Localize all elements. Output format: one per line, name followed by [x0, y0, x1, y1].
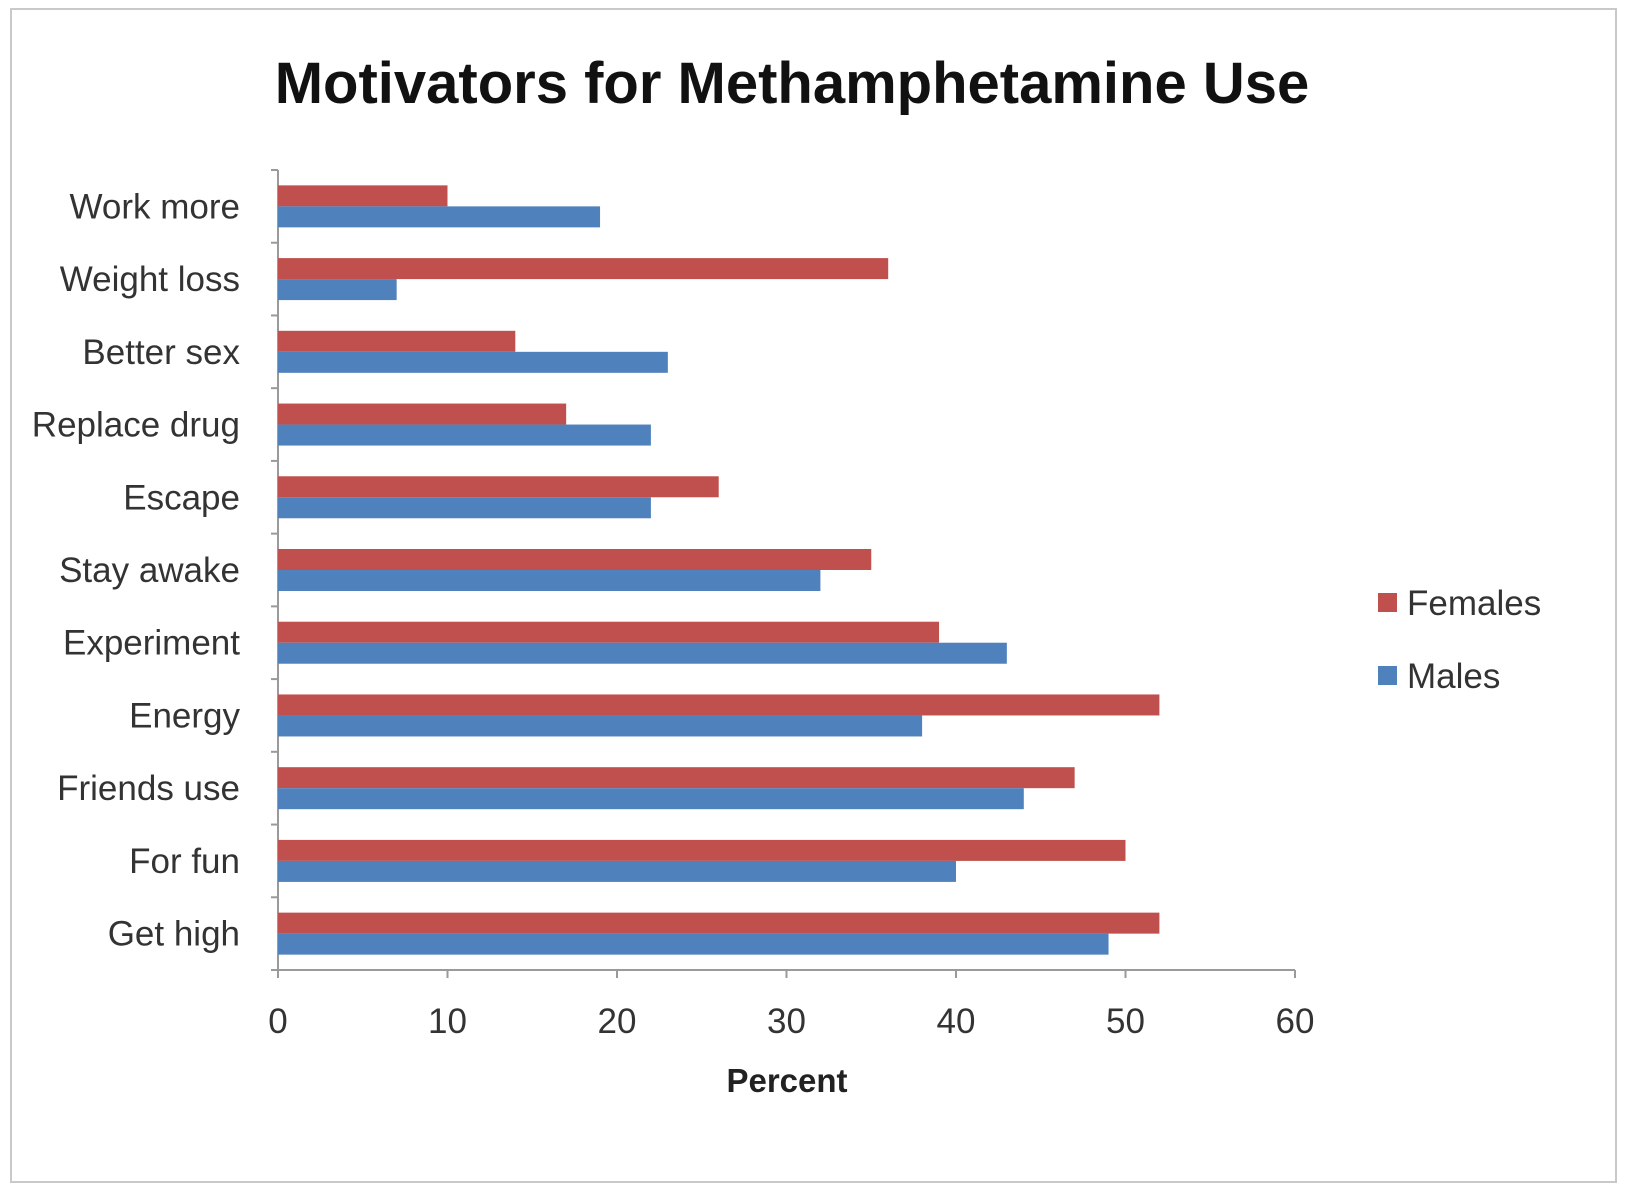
x-tick-label: 30 [767, 1002, 806, 1041]
chart-legend: Females Males [1378, 584, 1541, 696]
bar-males [278, 206, 601, 228]
category-label: Get high [108, 915, 240, 954]
legend-swatch-males [1378, 666, 1397, 685]
category-label: Friends use [57, 769, 240, 808]
category-label: For fun [129, 842, 240, 881]
legend-swatch-females [1378, 593, 1397, 612]
bar-group [278, 185, 1160, 955]
chart-title: Motivators for Methamphetamine Use [275, 51, 1310, 116]
bar-males [278, 497, 651, 519]
bar-males [278, 642, 1007, 664]
category-label: Better sex [82, 333, 240, 372]
bar-males [278, 424, 651, 446]
category-label: Experiment [63, 624, 240, 663]
bar-females [278, 185, 448, 207]
bar-males [278, 933, 1109, 955]
bar-females [278, 912, 1160, 934]
bar-females [278, 839, 1126, 861]
legend-label-females: Females [1407, 584, 1541, 623]
bar-males [278, 860, 956, 882]
category-label: Work more [70, 187, 241, 226]
bar-males [278, 570, 821, 591]
bar-females [278, 694, 1160, 716]
category-label: Energy [129, 696, 240, 735]
x-tick-label: 50 [1106, 1002, 1145, 1041]
category-label: Stay awake [59, 551, 240, 590]
bar-females [278, 258, 889, 280]
x-axis-title: Percent [726, 1062, 847, 1099]
category-labels: Work more Weight loss Better sex Replace dr… [32, 187, 241, 953]
bar-females [278, 549, 872, 570]
bar-females [278, 476, 719, 498]
category-label: Weight loss [60, 260, 240, 299]
x-tick-labels: 0 10 20 30 40 50 60 [268, 1002, 1314, 1041]
category-label: Replace drug [32, 406, 240, 445]
bar-males [278, 351, 668, 373]
bar-females [278, 767, 1075, 789]
bar-males [278, 788, 1024, 810]
bar-females [278, 330, 516, 352]
x-tick-label: 40 [937, 1002, 976, 1041]
bar-males [278, 279, 397, 301]
x-tick-label: 20 [598, 1002, 637, 1041]
x-tick-label: 60 [1276, 1002, 1315, 1041]
category-label: Escape [123, 478, 240, 517]
bar-females [278, 621, 940, 643]
x-tick-label: 10 [428, 1002, 467, 1041]
legend-label-males: Males [1407, 657, 1500, 696]
x-tick-label: 0 [268, 1002, 287, 1041]
bar-males [278, 715, 923, 737]
bar-females [278, 403, 567, 425]
